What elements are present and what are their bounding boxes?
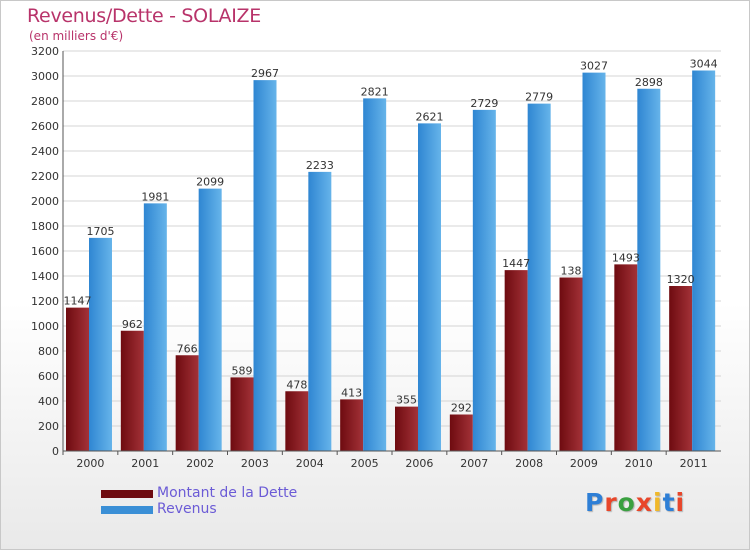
y-tick-label: 3000 xyxy=(31,70,59,83)
y-tick-label: 0 xyxy=(52,445,59,458)
bar-dette-2008 xyxy=(504,270,528,451)
bar-revenus-2005 xyxy=(363,98,387,451)
x-tick-label: 2011 xyxy=(680,457,708,470)
chart-subtitle: (en milliers d'€) xyxy=(29,29,124,43)
data-label-revenus-2009: 3027 xyxy=(580,60,608,73)
grid-lines xyxy=(63,50,721,452)
logo-letter: i xyxy=(675,488,686,517)
data-label-dette-2009: 138 xyxy=(561,265,582,278)
data-label-dette-2006: 355 xyxy=(396,394,417,407)
y-tick-label: 2600 xyxy=(31,120,59,133)
bar-dette-2004 xyxy=(285,391,309,451)
y-tick-label: 600 xyxy=(38,370,59,383)
x-tick-label: 2003 xyxy=(241,457,269,470)
data-label-revenus-2004: 2233 xyxy=(306,159,334,172)
bar-revenus-2006 xyxy=(418,123,441,451)
bar-revenus-2003 xyxy=(253,80,277,451)
x-tick-label: 2002 xyxy=(186,457,214,470)
logo-letter: i xyxy=(653,488,663,517)
y-tick-label: 1800 xyxy=(31,220,59,233)
data-label-revenus-2000: 1705 xyxy=(87,225,115,238)
x-tick-label: 2007 xyxy=(460,457,488,470)
logo-letter: x xyxy=(635,488,653,517)
data-labels: 1147 1705 962 1981 766 2099 589 2967 478 2233 413 2… xyxy=(64,58,718,415)
bar-revenus-2004 xyxy=(308,171,332,451)
x-tick-label: 2001 xyxy=(131,457,159,470)
chart-title: Revenus/Dette - SOLAIZE xyxy=(27,5,261,27)
data-label-dette-2005: 413 xyxy=(341,386,362,399)
x-tick-label: 2010 xyxy=(625,457,653,470)
y-tick-label: 1200 xyxy=(31,295,59,308)
y-tick-label: 2000 xyxy=(31,195,59,208)
data-label-dette-2004: 478 xyxy=(286,378,307,391)
x-tick-label: 2000 xyxy=(76,457,104,470)
data-label-revenus-2010: 2898 xyxy=(635,76,663,89)
x-tick-label: 2009 xyxy=(570,457,598,470)
y-tick-label: 1000 xyxy=(31,320,59,333)
bar-revenus-2008 xyxy=(527,103,551,451)
data-label-revenus-2008: 2779 xyxy=(525,91,553,104)
data-label-dette-2001: 962 xyxy=(122,318,143,331)
x-tick-label: 2004 xyxy=(296,457,324,470)
bar-revenus-2011 xyxy=(692,70,716,451)
bar-dette-2007 xyxy=(449,414,473,451)
bar-dette-2011 xyxy=(669,286,693,451)
bar-revenus-2001 xyxy=(143,203,167,451)
y-tick-label: 200 xyxy=(38,420,59,433)
data-label-revenus-2003: 2967 xyxy=(251,67,279,80)
logo-letter: o xyxy=(617,488,636,517)
y-tick-label: 800 xyxy=(38,345,59,358)
proxiti-logo: Proxiti xyxy=(585,488,685,517)
y-tick-label: 2200 xyxy=(31,170,59,183)
bar-revenus-2000 xyxy=(89,237,112,451)
y-tick-label: 2800 xyxy=(31,95,59,108)
x-tick-label: 2006 xyxy=(405,457,433,470)
data-label-dette-2002: 766 xyxy=(177,342,198,355)
data-label-revenus-2005: 2821 xyxy=(361,85,389,98)
logo-letter: r xyxy=(604,488,618,517)
bars xyxy=(66,70,716,451)
bar-revenus-2007 xyxy=(472,109,496,451)
bar-revenus-2009 xyxy=(582,72,606,451)
bar-dette-2003 xyxy=(230,377,254,451)
y-tick-label: 2400 xyxy=(31,145,59,158)
bar-dette-2006 xyxy=(395,406,418,451)
bar-dette-2010 xyxy=(614,264,638,451)
data-label-revenus-2001: 1981 xyxy=(141,190,169,203)
bar-chart: 1147 1705 962 1981 766 2099 589 2967 478 2233 413 2… xyxy=(31,45,721,470)
bar-dette-2009 xyxy=(559,277,583,451)
data-label-dette-2003: 589 xyxy=(232,364,253,377)
data-label-revenus-2007: 2729 xyxy=(470,97,498,110)
axes: 0 200 400 600 800 1000 1200 1400 1600 1800 2000 220… xyxy=(31,45,721,470)
logo-letter: P xyxy=(585,488,605,517)
y-tick-label: 1400 xyxy=(31,270,59,283)
legend-swatch-dette xyxy=(101,490,153,498)
x-tick-label: 2005 xyxy=(351,457,379,470)
legend-swatch-revenus xyxy=(101,506,153,514)
data-label-revenus-2006: 2621 xyxy=(416,110,444,123)
data-label-revenus-2011: 3044 xyxy=(690,58,718,71)
y-tick-label: 1600 xyxy=(31,245,59,258)
data-label-dette-2008: 1447 xyxy=(502,257,530,270)
bar-dette-2000 xyxy=(66,307,89,451)
legend-label-dette: Montant de la Dette xyxy=(157,485,298,501)
bar-revenus-2002 xyxy=(198,188,222,451)
legend-label-revenus: Revenus xyxy=(157,501,217,517)
x-tick-label: 2008 xyxy=(515,457,543,470)
bar-dette-2001 xyxy=(120,330,144,451)
logo-letter: t xyxy=(662,488,676,517)
data-label-dette-2010: 1493 xyxy=(612,251,640,264)
data-label-dette-2011: 1320 xyxy=(667,273,695,286)
data-label-dette-2007: 292 xyxy=(451,402,472,415)
y-tick-label: 400 xyxy=(38,395,59,408)
y-tick-label: 3200 xyxy=(31,45,59,58)
bar-revenus-2010 xyxy=(637,88,661,451)
data-label-revenus-2002: 2099 xyxy=(196,176,224,189)
data-label-dette-2000: 1147 xyxy=(64,295,92,308)
bar-dette-2005 xyxy=(340,399,364,451)
bar-dette-2002 xyxy=(175,355,199,451)
